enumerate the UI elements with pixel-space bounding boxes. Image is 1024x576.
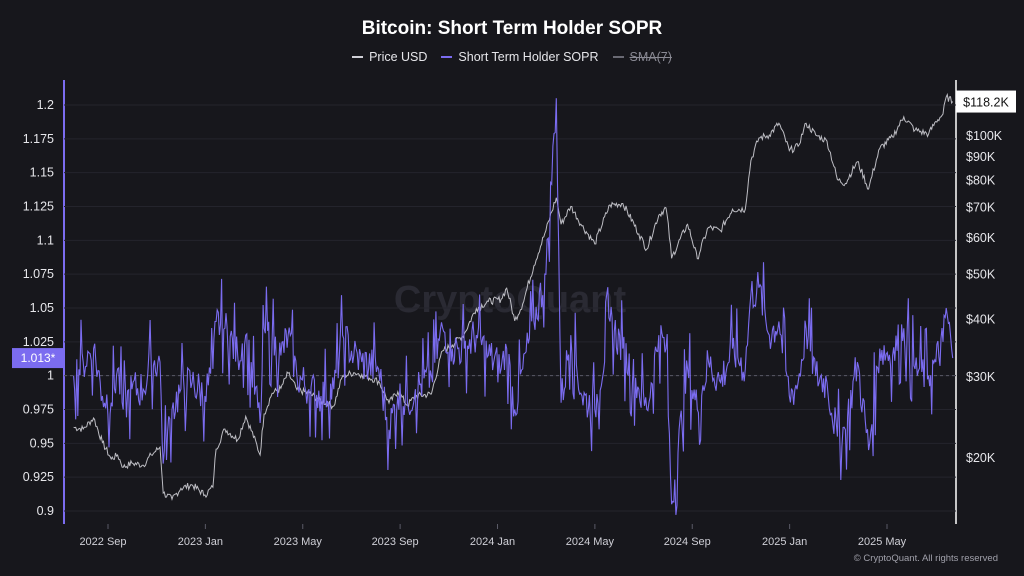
left-tick-label: 1.075 [23, 267, 54, 281]
x-tick-label: 2022 Sep [79, 536, 126, 548]
left-tick-label: 1.025 [23, 335, 54, 349]
legend-label: Short Term Holder SOPR [458, 50, 599, 64]
left-tick-label: 1.175 [23, 132, 54, 146]
right-tick-label: $60K [966, 231, 996, 245]
x-tick-label: 2024 Jan [470, 536, 515, 548]
x-tick-label: 2024 May [566, 536, 615, 548]
left-tick-label: 0.925 [23, 470, 54, 484]
right-tick-label: $30K [966, 370, 996, 384]
legend-item-sma[interactable]: SMA(7) [612, 50, 672, 64]
left-tick-label: 0.9 [37, 504, 54, 518]
right-tick-label: $90K [966, 150, 996, 164]
right-tick-label: $70K [966, 200, 996, 214]
left-tick-label: 1.1 [37, 233, 54, 247]
left-tick-label: 1.2 [37, 98, 54, 112]
left-tick-label: 1.05 [30, 301, 54, 315]
right-tick-label: $20K [966, 451, 996, 465]
legend-item-sopr[interactable]: Short Term Holder SOPR [441, 50, 599, 64]
legend: Price USD Short Term Holder SOPR SMA(7) [0, 50, 1024, 64]
left-tick-label: 1.15 [30, 166, 54, 180]
x-tick-label: 2025 Jan [762, 536, 807, 548]
x-tick-label: 2023 Sep [372, 536, 419, 548]
series-price-usd-line [73, 92, 954, 501]
right-tick-label: $50K [966, 268, 996, 282]
x-tick-label: 2024 Sep [664, 536, 711, 548]
x-tick-label: 2023 Jan [178, 536, 223, 548]
left-tick-label: 1 [47, 369, 54, 383]
legend-label: SMA(7) [629, 50, 672, 64]
legend-swatch-sopr [441, 56, 453, 58]
right-tick-label: $80K [966, 174, 996, 188]
x-tick-label: 2025 May [858, 536, 907, 548]
right-tick-label: $100K [966, 129, 1003, 143]
legend-label: Price USD [369, 50, 428, 64]
chart-title: Bitcoin: Short Term Holder SOPR [361, 18, 663, 39]
series-sopr-line [73, 98, 954, 515]
price-current-badge [956, 90, 1016, 113]
right-tick-label: $40K [966, 312, 996, 326]
legend-swatch-price [352, 56, 364, 58]
left-tick-label: 1.125 [23, 200, 54, 214]
price-current-value: $118.2K [963, 96, 1009, 110]
sopr-current-value: 1.013* [21, 351, 56, 365]
left-tick-label: 0.95 [30, 436, 54, 450]
sopr-current-badge [12, 348, 64, 369]
copyright-text: © CryptoQuant. All rights reserved [853, 553, 998, 564]
legend-swatch-sma [612, 56, 624, 58]
legend-item-price[interactable]: Price USD [352, 50, 427, 64]
x-tick-label: 2023 May [274, 536, 323, 548]
left-tick-label: 0.975 [23, 403, 54, 417]
